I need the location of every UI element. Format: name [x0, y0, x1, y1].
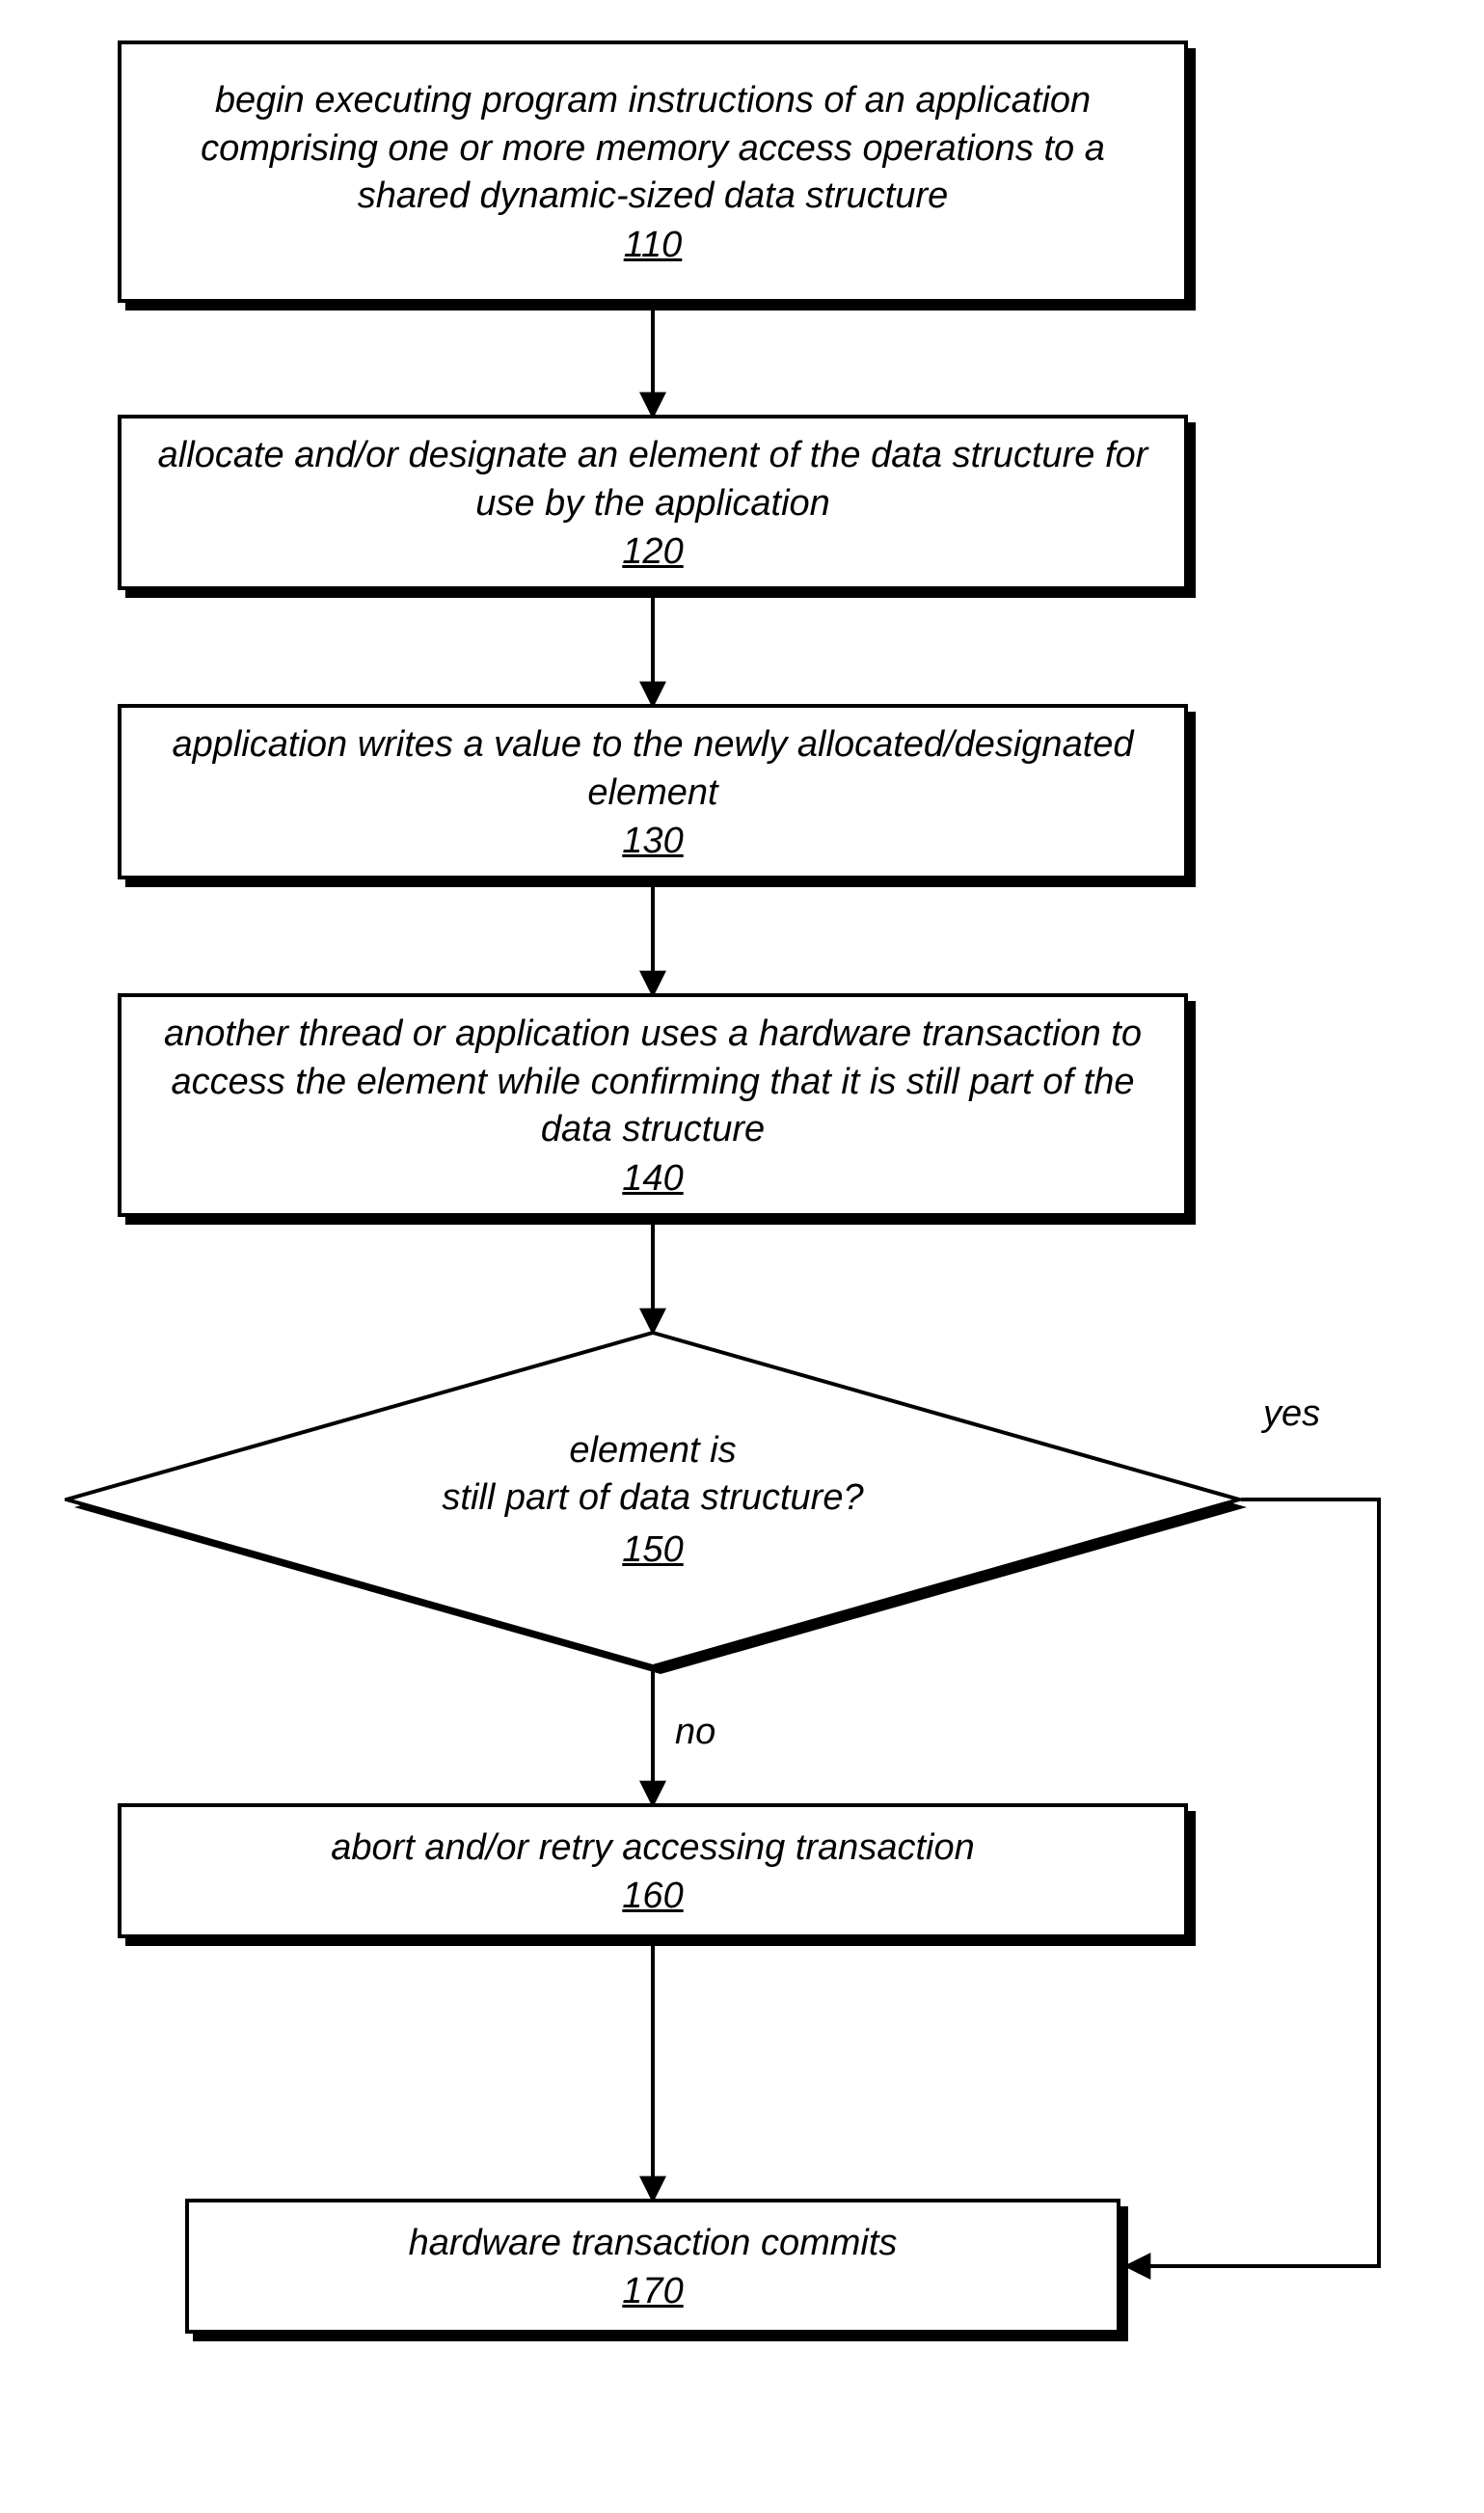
flow-step: another thread or application uses a har…: [118, 993, 1188, 1217]
flow-step: hardware transaction commits170: [185, 2199, 1120, 2334]
flow-decision: element is still part of data structure?…: [65, 1331, 1241, 1668]
flow-step-ref: 170: [622, 2271, 683, 2312]
flow-step: application writes a value to the newly …: [118, 704, 1188, 879]
flow-step-text: application writes a value to the newly …: [150, 721, 1155, 817]
flowchart-canvas: begin executing program instructions of …: [0, 0, 1484, 2513]
flow-step-ref: 160: [622, 1876, 683, 1917]
flow-decision-text: element is still part of data structure?…: [65, 1427, 1241, 1574]
flow-decision-ref: 150: [65, 1527, 1241, 1574]
flow-step-ref: 140: [622, 1158, 683, 1200]
flow-step-text: allocate and/or designate an element of …: [150, 432, 1155, 527]
edge-label: yes: [1263, 1393, 1320, 1435]
flow-step: abort and/or retry accessing transaction…: [118, 1803, 1188, 1938]
flow-step-text: abort and/or retry accessing transaction: [331, 1824, 974, 1872]
flow-step: begin executing program instructions of …: [118, 41, 1188, 303]
flow-step: allocate and/or designate an element of …: [118, 415, 1188, 590]
flow-step-text: hardware transaction commits: [409, 2220, 898, 2267]
flow-step-ref: 130: [622, 821, 683, 862]
flow-step-text: begin executing program instructions of …: [150, 77, 1155, 220]
flow-step-text: another thread or application uses a har…: [150, 1011, 1155, 1153]
flow-step-ref: 110: [624, 225, 683, 266]
flow-step-ref: 120: [622, 531, 683, 573]
edge-label: no: [675, 1712, 715, 1753]
